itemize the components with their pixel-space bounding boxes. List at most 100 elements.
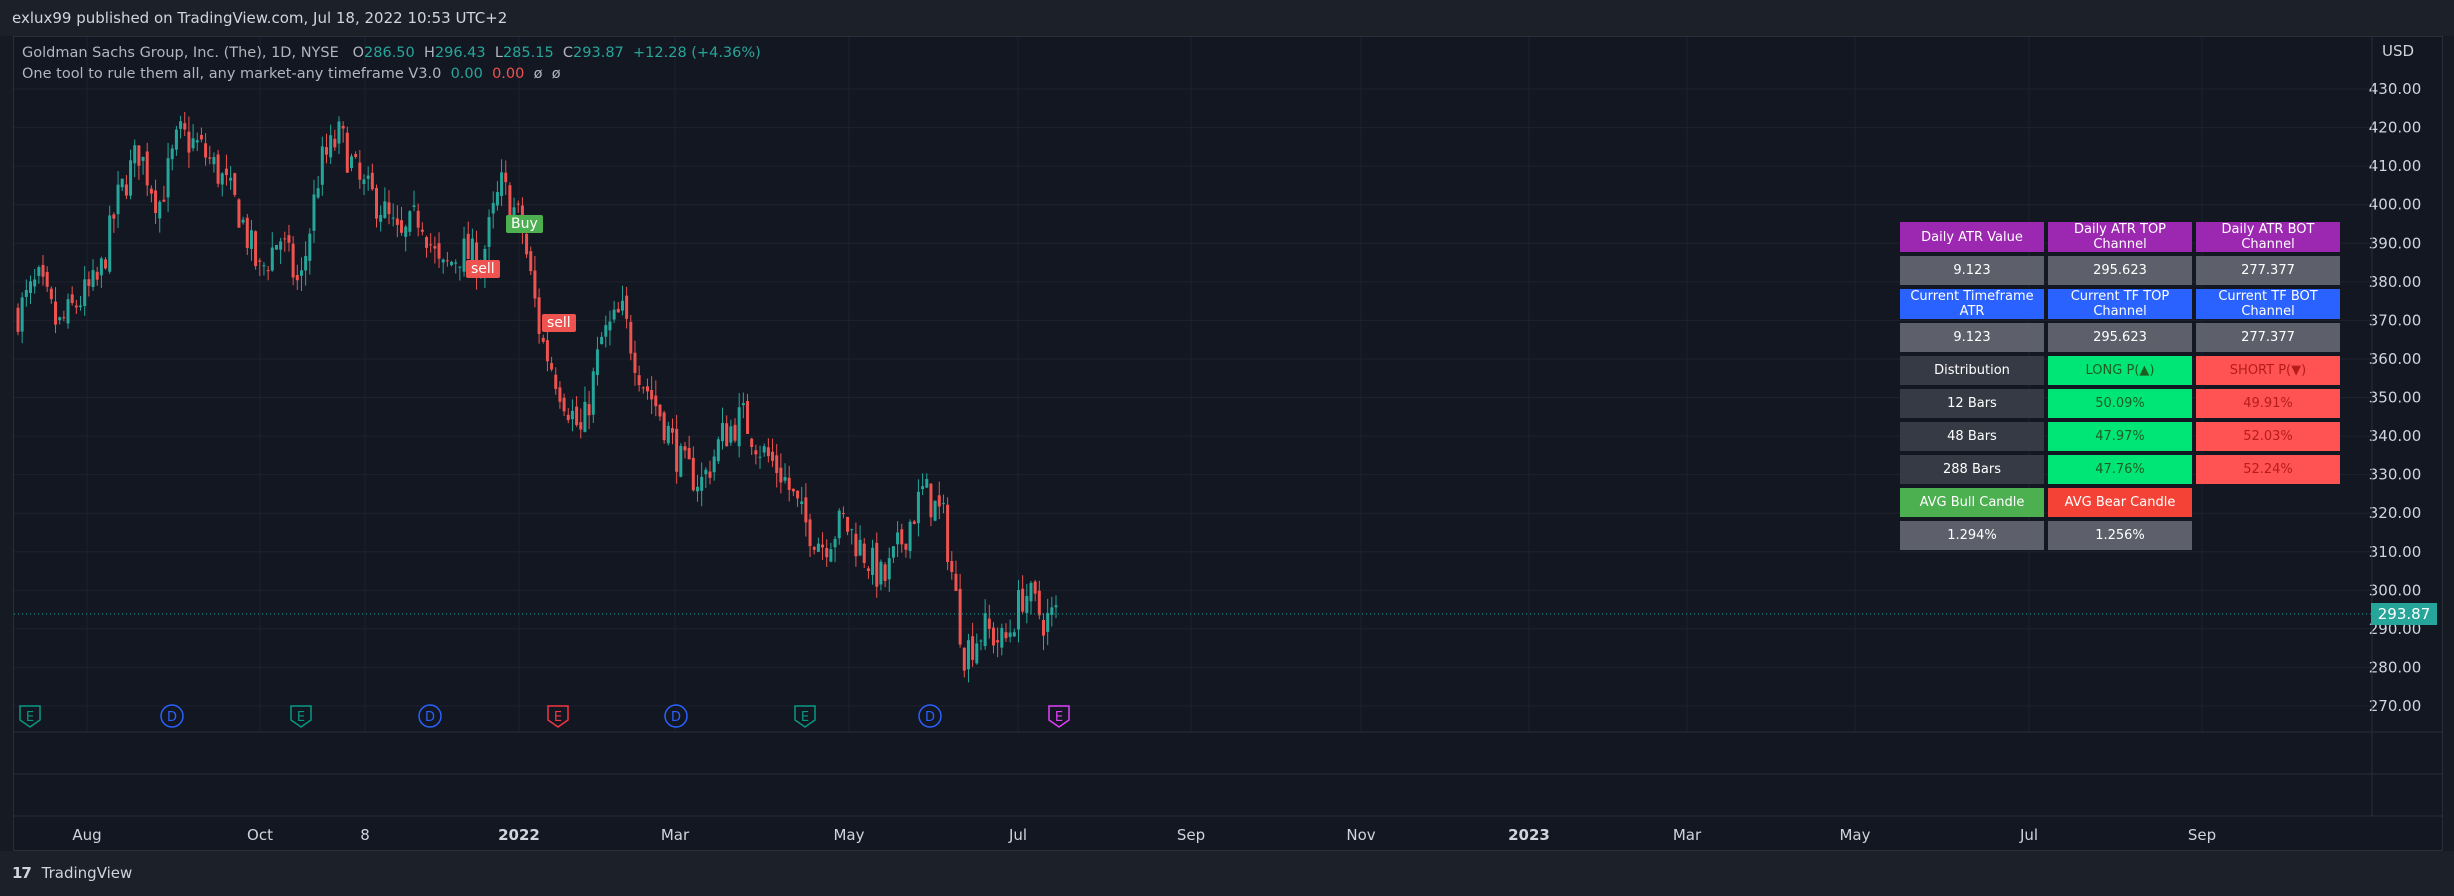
candle-body: [629, 321, 633, 354]
candle-body: [249, 230, 253, 249]
candle-body: [854, 533, 858, 557]
candle-body: [887, 558, 891, 580]
table-cell: Current TF BOT Channel: [2196, 289, 2340, 319]
candle-body: [670, 428, 674, 433]
candle-body: [216, 154, 220, 184]
high-label: H: [423, 45, 435, 61]
event-marker-label: D: [425, 710, 435, 725]
indicator-value-3: ø: [533, 66, 543, 82]
x-tick-label: Oct: [247, 826, 273, 844]
candle-body: [966, 640, 970, 670]
x-tick-label: Jul: [2019, 826, 2038, 844]
x-tick-label: May: [1839, 826, 1870, 844]
table-cell: 12 Bars: [1900, 389, 2044, 418]
candle-body: [712, 456, 716, 473]
candle-body: [800, 501, 804, 505]
candle-body: [883, 564, 887, 581]
y-tick-label: 430.00: [2369, 80, 2422, 98]
table-cell: Daily ATR Value: [1900, 222, 2044, 252]
candle-body: [841, 513, 845, 515]
candle-body: [425, 237, 429, 248]
y-unit-label: USD: [2382, 42, 2414, 60]
table-cell: 9.123: [1900, 323, 2044, 352]
dividend-marker-icon: [918, 704, 942, 728]
candle-body: [1004, 632, 1008, 639]
y-tick-label: 280.00: [2369, 658, 2422, 676]
candle-body: [375, 187, 379, 219]
x-tick-label: Sep: [1177, 826, 1205, 844]
y-tick-label: 270.00: [2369, 697, 2422, 715]
table-row: 12 Bars 50.09% 49.91%: [1900, 389, 2340, 418]
candle-body: [308, 233, 312, 261]
event-marker-label: E: [26, 710, 34, 725]
candle-body: [204, 143, 208, 158]
candle-body: [654, 395, 658, 407]
dividend-marker-icon: [418, 704, 442, 728]
candle-body: [408, 211, 412, 232]
candle-body: [99, 258, 103, 276]
candle-body: [679, 445, 683, 477]
dividend-marker-icon: [664, 704, 688, 728]
brand-name: TradingView: [41, 864, 133, 882]
table-cell: [2196, 488, 2340, 517]
candle-body: [283, 238, 287, 240]
candle-body: [695, 486, 699, 492]
candle-body: [666, 425, 670, 444]
candle-body: [412, 205, 416, 207]
tradingview-logo-icon: 17: [12, 864, 32, 882]
candle-body: [504, 172, 508, 183]
table-cell: Current TF TOP Channel: [2048, 289, 2192, 319]
candle-body: [741, 403, 745, 406]
candle-body: [729, 426, 733, 443]
table-cell: Distribution: [1900, 356, 2044, 385]
candle-body: [333, 138, 337, 148]
table-cell: AVG Bull Candle: [1900, 488, 2044, 517]
candle-body: [950, 560, 954, 572]
open-label: O: [352, 45, 365, 61]
candle-body: [33, 279, 37, 287]
price-change: +12.28 (+4.36%): [633, 45, 761, 61]
table-cell: 48 Bars: [1900, 422, 2044, 451]
candle-body: [796, 490, 800, 499]
candle-body: [445, 260, 449, 262]
candle-body: [975, 643, 979, 664]
candle-body: [1016, 590, 1020, 630]
candle-body: [537, 297, 541, 334]
candle-body: [579, 422, 583, 430]
candle-body: [525, 233, 529, 255]
candle-body: [716, 439, 720, 462]
candle-body: [316, 188, 320, 198]
candle-body: [662, 412, 666, 441]
table-cell: 1.256%: [2048, 521, 2192, 550]
candle-body: [754, 450, 758, 455]
candle-body: [462, 238, 466, 272]
indicator-legend-line: One tool to rule them all, any market-an…: [22, 64, 761, 85]
earnings-marker-icon: [1048, 705, 1070, 728]
table-cell: 295.623: [2048, 256, 2192, 285]
low-label: L: [494, 45, 503, 61]
candle-body: [908, 521, 912, 552]
candle-body: [154, 190, 158, 214]
candle-body: [341, 125, 345, 129]
candle-body: [387, 202, 391, 215]
event-marker-label: E: [1055, 710, 1063, 725]
earnings-marker-icon: [547, 705, 569, 728]
candle-body: [1021, 588, 1025, 612]
table-cell: SHORT P(▼): [2196, 356, 2340, 385]
x-tick-label: Jul: [1008, 826, 1027, 844]
candle-body: [925, 479, 929, 488]
x-tick-label: 8: [360, 826, 370, 844]
candle-body: [79, 305, 83, 308]
candle-body: [996, 640, 1000, 643]
y-tick-label: 360.00: [2369, 350, 2422, 368]
candle-body: [62, 317, 66, 319]
candle-body: [516, 203, 520, 205]
candle-body: [370, 172, 374, 190]
event-marker-label: E: [554, 710, 562, 725]
candle-body: [124, 184, 128, 196]
x-tick-label: Aug: [72, 826, 101, 844]
candle-body: [458, 266, 462, 268]
candle-body: [254, 231, 258, 267]
x-tick-label: 2023: [1508, 826, 1550, 844]
